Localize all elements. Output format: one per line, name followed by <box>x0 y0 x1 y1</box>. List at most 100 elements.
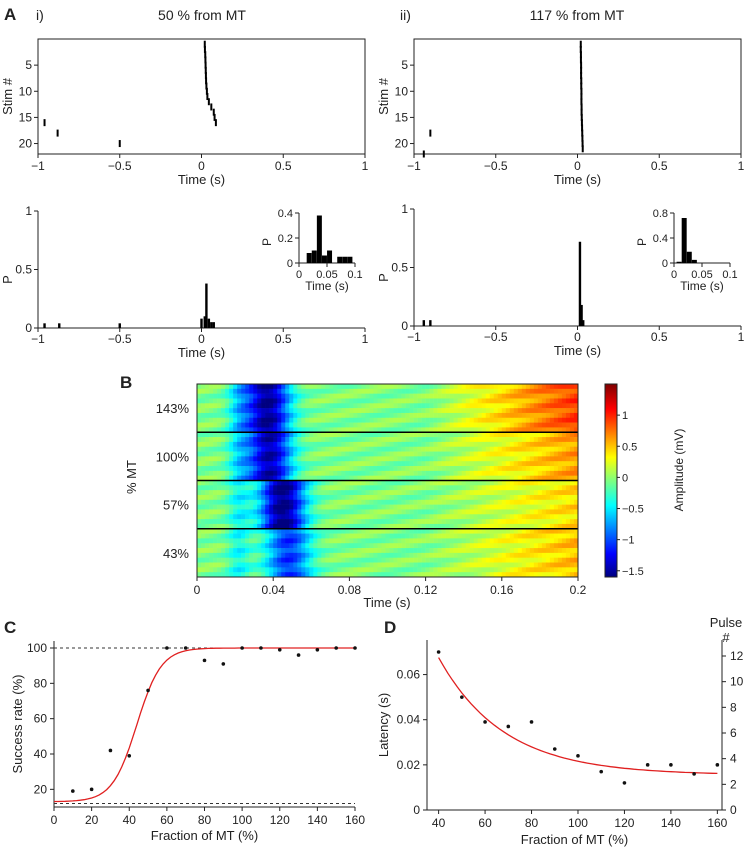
heatmap-cell <box>549 412 555 419</box>
heatmap-cell <box>225 480 230 486</box>
heatmap-cell <box>217 557 222 563</box>
heatmap-cell <box>397 543 402 549</box>
heatmap-cell <box>317 408 322 414</box>
heatmap-cell <box>561 538 567 544</box>
heatmap-cell <box>201 412 206 419</box>
heatmap-cell <box>477 494 483 501</box>
heatmap-cell <box>277 446 282 452</box>
heatmap-cell <box>541 504 547 510</box>
heatmap-cell <box>225 427 230 433</box>
heatmap-cell <box>361 398 366 404</box>
colorbar-tick-label: 0 <box>622 472 628 484</box>
heatmap-cell <box>253 533 258 539</box>
heatmap-cell <box>429 523 434 530</box>
heatmap-cell <box>433 408 438 414</box>
heatmap-cell <box>197 475 202 481</box>
heatmap-cell <box>269 470 274 476</box>
heatmap-cell <box>405 533 410 539</box>
heatmap-cell <box>501 514 507 520</box>
heatmap-cell <box>329 538 334 544</box>
heatmap-cell <box>493 432 499 438</box>
heatmap-cell <box>337 437 342 443</box>
heatmap-cell <box>493 417 499 423</box>
heatmap-cell <box>481 422 487 428</box>
heatmap-cell <box>361 393 366 399</box>
heatmap-cell <box>553 514 559 520</box>
heatmap-cell <box>201 533 206 539</box>
heatmap-cell <box>437 523 442 530</box>
heatmap-cell <box>241 485 246 491</box>
heatmap-cell <box>229 523 234 530</box>
heatmap-cell <box>233 504 238 510</box>
heatmap-cell <box>381 446 386 452</box>
heatmap-cell <box>565 461 571 467</box>
heatmap-cell <box>489 384 495 390</box>
heatmap-cell <box>489 398 495 404</box>
heatmap-cell <box>461 548 467 554</box>
heatmap-cell <box>565 523 571 530</box>
heatmap-cell <box>413 441 418 448</box>
heatmap-cell <box>273 499 278 505</box>
heatmap-cell <box>421 509 426 515</box>
heatmap-cell <box>477 475 483 481</box>
heatmap-cell <box>309 475 314 481</box>
heatmap-cell <box>489 509 495 515</box>
heatmap-cell <box>389 552 394 558</box>
heatmap-cell <box>365 519 370 525</box>
heatmap-cell <box>469 388 475 394</box>
heatmap-cell <box>257 480 262 486</box>
heatmap-cell <box>201 441 206 448</box>
heatmap-cell <box>389 398 394 404</box>
heatmap-cell <box>325 466 330 472</box>
heatmap-cell <box>473 470 479 476</box>
heatmap-cell <box>573 446 579 452</box>
heatmap-cell <box>205 548 210 554</box>
heatmap-cell <box>561 388 567 394</box>
heatmap-cell <box>401 461 406 467</box>
heatmap-cell <box>373 393 378 399</box>
heatmap-cell <box>501 417 507 423</box>
heatmap-cell <box>409 528 414 534</box>
heatmap-cell <box>345 466 350 472</box>
heatmap-cell <box>245 437 250 443</box>
heatmap-cell <box>385 509 390 515</box>
heatmap-cell <box>357 509 362 515</box>
heatmap-cell <box>257 538 262 544</box>
heatmap-cell <box>417 538 422 544</box>
heatmap-cell <box>349 393 354 399</box>
heatmap-cell <box>557 509 563 515</box>
heatmap-cell <box>465 543 471 549</box>
heatmap-cell <box>541 393 547 399</box>
heatmap-cell <box>225 548 230 554</box>
heatmap-cell <box>521 523 527 530</box>
heatmap-cell <box>521 557 527 563</box>
heatmap-cell <box>545 572 551 578</box>
heatmap-cell <box>441 408 446 414</box>
heatmap-cell <box>561 456 567 462</box>
heatmap-cell <box>269 437 274 443</box>
heatmap-cell <box>205 494 210 501</box>
heatmap-cell <box>225 572 230 578</box>
heatmap-cell <box>297 562 302 568</box>
heatmap-cell <box>409 461 414 467</box>
heatmap-cell <box>449 417 454 423</box>
heatmap-cell <box>253 437 258 443</box>
heatmap-cell <box>217 494 222 501</box>
heatmap-cell <box>525 432 531 438</box>
raster-left-xtick-label: 1 <box>362 159 369 173</box>
heatmap-cell <box>253 480 258 486</box>
heatmap-cell <box>533 456 539 462</box>
heatmap-cell <box>517 441 523 448</box>
heatmap-cell <box>533 562 539 568</box>
heatmap-cell <box>529 552 535 558</box>
heatmap-cell <box>285 543 290 549</box>
heatmap-cell <box>233 519 238 525</box>
heatmap-cell <box>485 490 491 496</box>
heatmap-cell <box>541 417 547 423</box>
heatmap-cell <box>221 499 226 505</box>
heatmap-cell <box>345 470 350 476</box>
heatmap-cell <box>453 494 458 501</box>
heatmap-cell <box>553 533 559 539</box>
c-xtick-label: 100 <box>232 813 252 827</box>
heatmap-cell <box>541 509 547 515</box>
